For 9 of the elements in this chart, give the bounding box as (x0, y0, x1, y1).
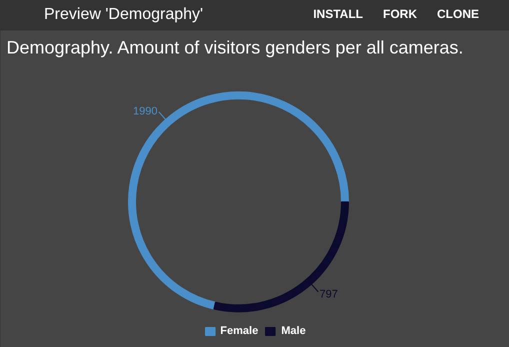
text: FORK (383, 7, 417, 22)
chart-title: Demography. Amount of visitors genders per all cameras. (6, 38, 464, 58)
text: CLONE (437, 7, 479, 22)
data-label: 1990 (133, 105, 158, 118)
legend-label: Female (220, 325, 258, 337)
data-label: 797 (319, 288, 338, 300)
text: INSTALL (313, 7, 363, 22)
legend-label: Male (281, 325, 306, 337)
text: Preview 'Demography' (43, 4, 204, 25)
